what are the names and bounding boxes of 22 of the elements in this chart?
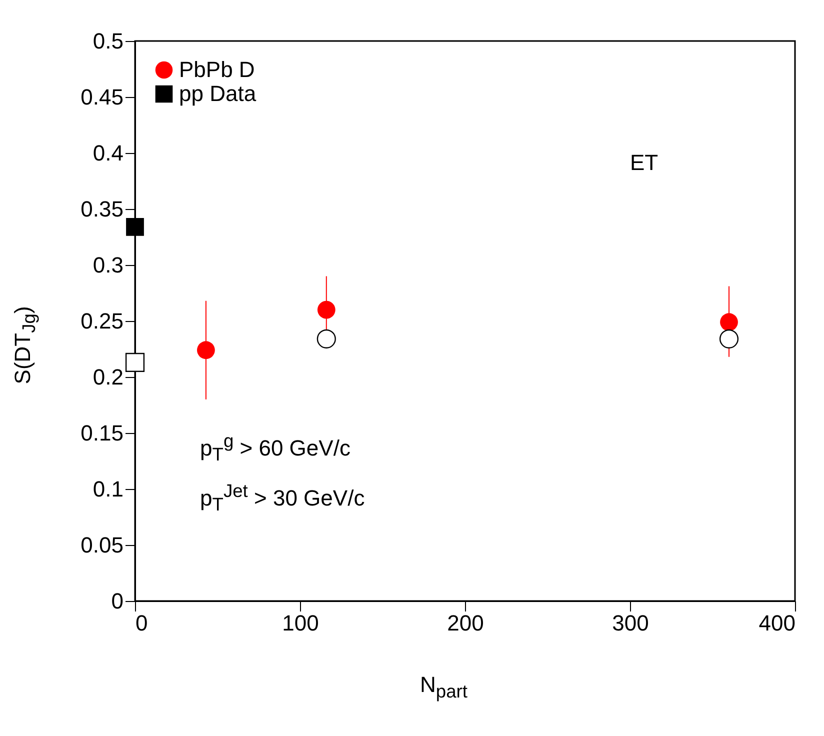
y-tick-label: 0.05 xyxy=(80,532,124,558)
y-tick-label: 0.1 xyxy=(92,476,124,502)
y-tick-label: 0.45 xyxy=(80,84,124,110)
y-tick-label: 0.4 xyxy=(92,140,124,166)
legend-label: pp Data xyxy=(179,81,257,106)
x-tick-label: 0 xyxy=(136,610,148,636)
y-tick-label: 0.35 xyxy=(80,196,124,222)
y-tick-label: 0.3 xyxy=(92,252,124,278)
annotation: p$_{T}$$^{g}$ > 60 GeV/c xyxy=(200,430,350,466)
y-tick-label: 0.15 xyxy=(80,420,124,446)
y-tick-label: 0.2 xyxy=(92,364,124,390)
x-tick-label: 200 xyxy=(447,610,484,636)
legend-label: PbPb D xyxy=(179,57,255,82)
x-tick-label: 300 xyxy=(612,610,649,636)
annotation: p$_{T}$$^{Jet}$ > 30 GeV/c xyxy=(200,480,365,516)
y-tick-label: 0.25 xyxy=(80,308,124,334)
annotation: ET xyxy=(630,150,658,176)
x-tick-label: 400 xyxy=(758,610,796,636)
y-tick-label: 0 xyxy=(111,588,124,614)
x-axis-title: N$_{part}$ xyxy=(420,672,468,702)
x-tick-label: 100 xyxy=(282,610,319,636)
y-tick-label: 0.5 xyxy=(92,28,124,54)
